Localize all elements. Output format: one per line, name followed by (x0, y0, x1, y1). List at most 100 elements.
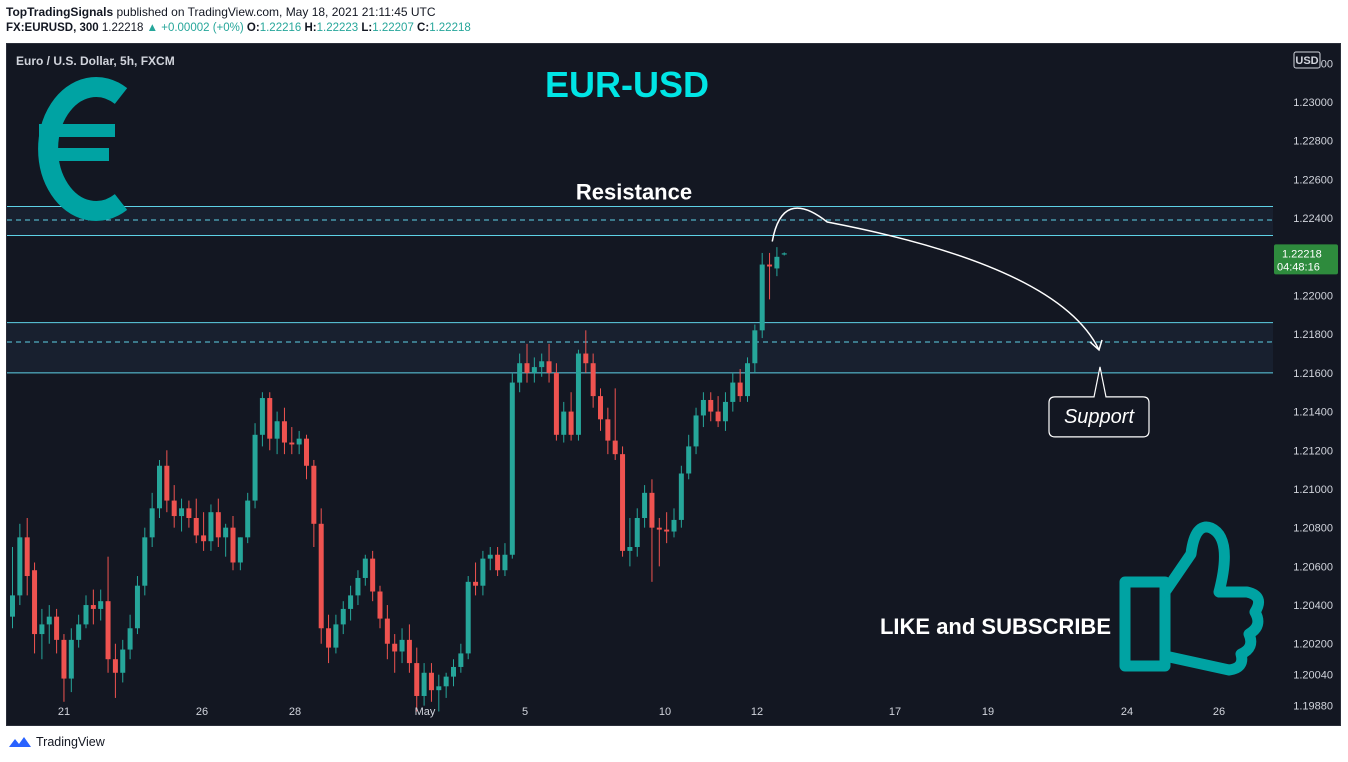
candle-body (304, 438, 309, 466)
candle-body (245, 500, 251, 538)
resistance-label: Resistance (576, 180, 692, 205)
candle-body (700, 399, 706, 416)
arrow-head (1089, 339, 1103, 352)
candle-body (112, 659, 118, 673)
tradingview-logo-icon (9, 737, 31, 747)
candlestick-chart[interactable]: ResistanceSupport1.232001.230001.228001.… (7, 44, 1340, 725)
candle-body (553, 372, 559, 435)
candle-body (127, 628, 133, 650)
candle-body (656, 527, 662, 530)
candle-body (201, 535, 207, 542)
y-tick-label: 1.20200 (1293, 639, 1333, 651)
chart-background (7, 44, 1340, 725)
candle-body (193, 517, 199, 536)
publisher-name[interactable]: TopTradingSignals (6, 5, 114, 19)
candle-body (598, 396, 603, 420)
candle-body (149, 508, 155, 538)
thumbs-up-icon (1119, 521, 1265, 676)
candle-body (355, 577, 361, 596)
y-tick-label: 1.23000 (1293, 97, 1333, 109)
candle-body (32, 570, 38, 635)
candle-body (531, 367, 537, 373)
candle-body (458, 653, 464, 667)
y-tick-label: 1.21600 (1293, 368, 1333, 380)
candle-body (157, 465, 162, 509)
candle-body (311, 465, 317, 524)
candle-body (267, 398, 273, 439)
currency-label: USD (1295, 55, 1318, 67)
candle-body (745, 363, 750, 397)
candle-body (340, 608, 346, 625)
x-tick-label: 5 (522, 706, 528, 718)
candle-body (120, 649, 126, 673)
chart-area[interactable]: ResistanceSupport1.232001.230001.228001.… (6, 43, 1341, 726)
candle-body (664, 529, 670, 532)
candle-body (517, 363, 523, 383)
candle-body (179, 508, 185, 517)
support-zone (7, 322, 1273, 373)
footer: TradingView (8, 735, 105, 749)
instrument-label: Euro / U.S. Dollar, 5h, FXCM (16, 54, 175, 68)
candle-body (767, 264, 773, 267)
price-badge-countdown: 04:48:16 (1277, 261, 1320, 273)
candle-body (620, 454, 626, 551)
candle-body (605, 419, 611, 441)
candle-body (715, 411, 721, 422)
chart-header: TopTradingSignals published on TradingVi… (6, 4, 471, 36)
candle-body (142, 537, 148, 586)
brand-name[interactable]: TradingView (36, 735, 105, 749)
candle-body (296, 438, 302, 445)
publish-line: TopTradingSignals published on TradingVi… (6, 4, 471, 20)
price-badge (1274, 244, 1338, 275)
candle-body (68, 639, 74, 679)
y-tick-label: 1.20400 (1293, 600, 1333, 612)
open-label: O: (246, 22, 260, 34)
candle-body (171, 500, 177, 517)
x-tick-label: 17 (889, 706, 901, 718)
x-tick-label: 26 (196, 706, 208, 718)
candle-body (377, 591, 383, 619)
candle-body (465, 581, 471, 654)
y-tick-label: 1.20600 (1293, 561, 1333, 573)
candle-body (583, 353, 589, 364)
y-tick-label: 1.20800 (1293, 523, 1333, 535)
resistance-zone (7, 206, 1273, 236)
candle-body (539, 361, 545, 368)
candle-body (105, 601, 111, 660)
candle-body (693, 415, 699, 447)
candle-body (164, 465, 170, 501)
y-tick-label: 1.22600 (1293, 174, 1333, 186)
y-tick-label: 1.21800 (1293, 329, 1333, 341)
y-tick-label: 1.22800 (1293, 136, 1333, 148)
candle-body (730, 382, 736, 402)
candle-body (759, 264, 765, 331)
candle-body (568, 411, 574, 435)
candle-body (590, 363, 596, 397)
candle-body (399, 639, 405, 652)
candle-body (561, 411, 567, 435)
candle-body (252, 434, 258, 501)
cta-label: LIKE and SUBSCRIBE (880, 614, 1111, 639)
y-tick-label: 1.21200 (1293, 445, 1333, 457)
candle-body (274, 421, 280, 439)
candle-body (61, 639, 67, 679)
candle-body (421, 672, 427, 696)
y-tick-label: 1.21400 (1293, 407, 1333, 419)
high-label: H: (304, 22, 317, 34)
support-label: Support (1064, 406, 1135, 428)
candle-body (259, 398, 265, 435)
candle-body (17, 537, 23, 596)
candle-body (671, 519, 677, 532)
candle-body (362, 558, 368, 578)
candle-body (318, 523, 324, 629)
candle-body (326, 628, 332, 648)
x-tick-label: 21 (58, 706, 70, 718)
x-tick-label: 10 (659, 706, 671, 718)
x-tick-label: 26 (1213, 706, 1225, 718)
overlay-layer: ResistanceSupport1.232001.230001.228001.… (58, 51, 1338, 718)
candle-body (487, 554, 493, 559)
candle-body (54, 616, 60, 640)
candle-body (46, 616, 52, 625)
candle-body (722, 401, 728, 422)
candle-body (83, 605, 89, 625)
